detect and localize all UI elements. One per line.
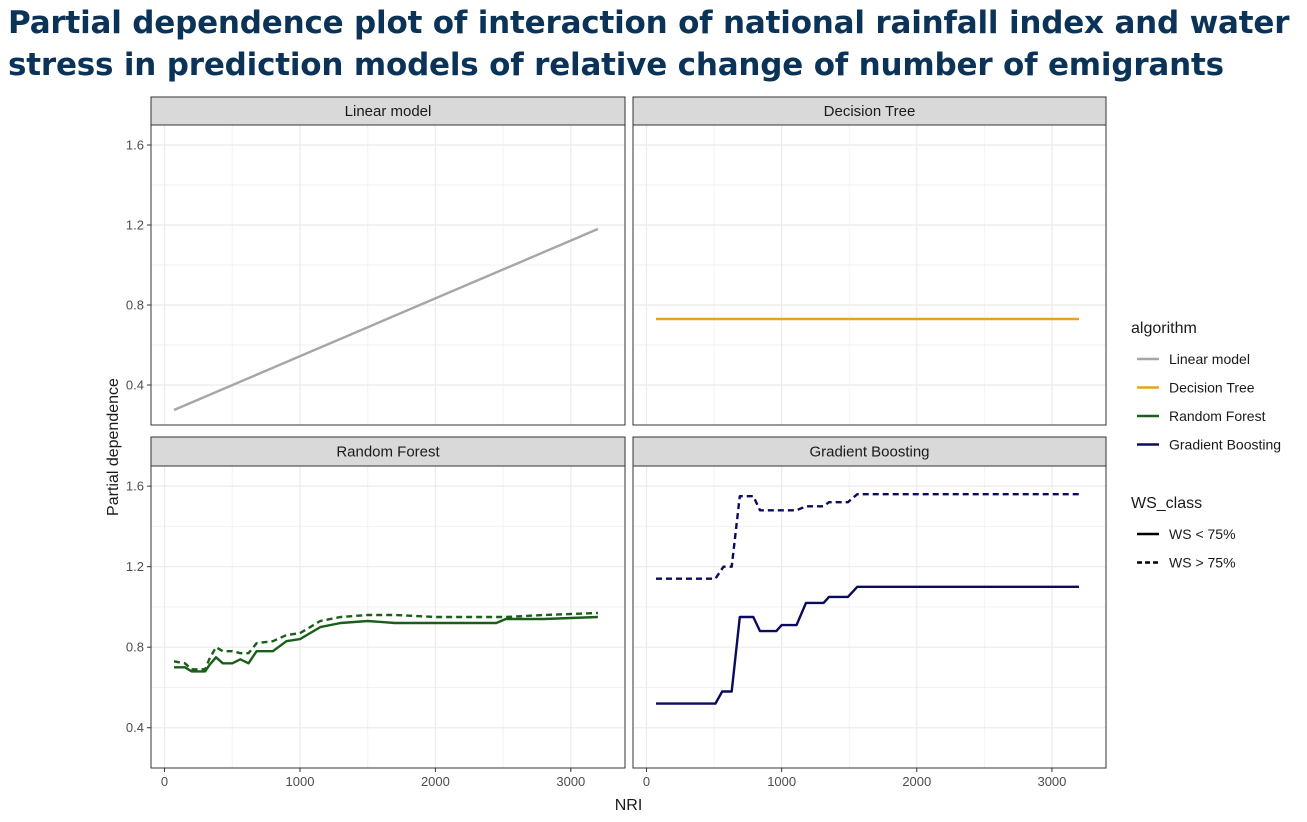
panel-border-gradient-boosting	[632, 465, 1107, 769]
panel-background-decision-tree	[633, 125, 1106, 425]
panel-background-linear-model	[151, 125, 625, 425]
legend-label-random-forest: Random Forest	[1169, 408, 1266, 424]
legend-title-ws-class: WS_class	[1131, 495, 1202, 512]
x-tick-label: 2000	[902, 774, 931, 789]
panel-background-gradient-boosting	[633, 466, 1106, 768]
series-line-gradient-boosting-ws-above-75	[656, 493, 1079, 580]
panel-background-random-forest	[151, 466, 625, 768]
legend-title-algorithm: algorithm	[1131, 320, 1197, 337]
panel-border-random-forest	[150, 465, 626, 769]
facet-label-random-forest: Random Forest	[336, 444, 440, 461]
facet-label-linear-model: Linear model	[345, 103, 432, 120]
series-line-linear-model-ws-below-75	[173, 227, 599, 412]
y-axis-title: Partial dependence	[105, 378, 122, 516]
y-tick-label: 1.6	[126, 479, 144, 494]
y-tick-label: 0.8	[126, 640, 144, 655]
series-line-random-forest-ws-above-75	[173, 611, 598, 671]
facet-label-decision-tree: Decision Tree	[824, 103, 916, 120]
legend-label-gradient-boosting: Gradient Boosting	[1169, 437, 1281, 453]
panel-border-linear-model	[150, 124, 626, 426]
facet-strip-gradient-boosting	[632, 436, 1107, 467]
legend-label-decision-tree: Decision Tree	[1169, 380, 1255, 396]
x-tick-label: 0	[643, 774, 650, 789]
x-tick-label: 1000	[767, 774, 796, 789]
y-tick-label: 0.4	[126, 720, 144, 735]
x-axis-title: NRI	[615, 797, 643, 814]
y-tick-label: 1.2	[126, 218, 144, 233]
x-tick-label: 3000	[556, 774, 585, 789]
series-line-random-forest-ws-below-75	[174, 615, 598, 673]
x-tick-label: 0	[161, 774, 168, 789]
y-tick-label: 0.8	[126, 298, 144, 313]
chart-title: Partial dependence plot of interaction o…	[8, 5, 1290, 83]
y-tick-label: 0.4	[126, 378, 144, 393]
facet-label-gradient-boosting: Gradient Boosting	[809, 444, 929, 461]
legend-label-ws-75: WS > 75%	[1169, 555, 1236, 571]
legend-label-ws-75: WS < 75%	[1169, 526, 1236, 542]
x-tick-label: 1000	[286, 774, 315, 789]
y-tick-label: 1.2	[126, 559, 144, 574]
x-tick-label: 2000	[421, 774, 450, 789]
y-tick-label: 1.6	[126, 138, 144, 153]
facet-strip-random-forest	[150, 436, 626, 467]
x-tick-label: 3000	[1037, 774, 1066, 789]
panel-border-decision-tree	[632, 124, 1107, 426]
series-line-gradient-boosting-ws-below-75	[656, 585, 1079, 705]
legend-label-linear-model: Linear model	[1169, 351, 1250, 367]
facet-strip-decision-tree	[632, 96, 1107, 126]
